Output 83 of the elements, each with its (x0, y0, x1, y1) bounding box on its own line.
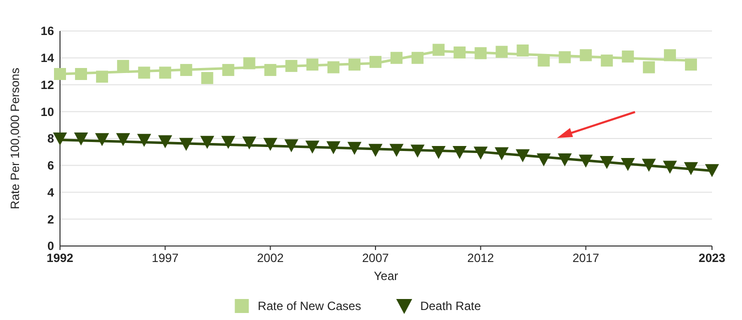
point (580, 49, 592, 62)
point (54, 68, 66, 80)
point (117, 60, 130, 72)
point (600, 156, 614, 170)
y-tick-label: 0 (47, 239, 54, 254)
point (243, 57, 256, 70)
point (390, 144, 404, 157)
legend-label: Rate of New Cases (258, 299, 362, 314)
x-tick-label: 1992 (46, 251, 74, 265)
point (474, 146, 488, 160)
point (75, 68, 88, 80)
point (620, 158, 635, 172)
x-tick-label: 2012 (467, 251, 494, 265)
point (348, 58, 360, 71)
point (180, 64, 192, 76)
point (222, 64, 234, 76)
x-tick-label: 2023 (698, 251, 726, 265)
point (705, 164, 719, 178)
point (662, 160, 677, 174)
point (305, 140, 320, 154)
point (600, 54, 613, 67)
point (642, 61, 655, 74)
point (200, 136, 214, 149)
point (201, 72, 214, 84)
point (137, 134, 152, 147)
x-tick-label: 2002 (256, 251, 284, 265)
y-tick-label: 12 (40, 78, 54, 92)
x-tick-label: 2007 (362, 251, 390, 265)
point (159, 66, 172, 79)
y-tick-label: 14 (40, 51, 54, 66)
point (369, 56, 382, 68)
point (664, 49, 676, 62)
legend-label: Death Rate (420, 299, 482, 314)
point (454, 46, 466, 58)
y-tick-label: 16 (40, 24, 54, 38)
y-tick-label: 6 (47, 158, 54, 173)
point (326, 141, 340, 154)
point (410, 144, 425, 158)
point (179, 138, 194, 151)
point (516, 44, 529, 56)
point (53, 132, 67, 146)
point (412, 52, 424, 64)
point (221, 136, 236, 149)
y-tick-label: 2 (47, 212, 54, 226)
point (96, 70, 108, 83)
x-axis-title: Year (374, 269, 398, 283)
point (622, 50, 634, 63)
point (242, 136, 256, 150)
point (516, 149, 530, 162)
point (390, 52, 403, 64)
point (496, 46, 508, 58)
point (684, 162, 698, 176)
point (347, 142, 362, 155)
point (558, 51, 571, 64)
point (432, 146, 446, 159)
point (494, 147, 509, 160)
point (285, 60, 298, 72)
point (536, 153, 551, 166)
y-tick-label: 10 (40, 104, 54, 119)
y-axis-title: Rate Per 100,000 Persons (8, 68, 22, 210)
point (158, 135, 172, 148)
x-tick-label: 1997 (152, 251, 179, 265)
y-tick-label: 4 (47, 185, 54, 200)
point (368, 144, 382, 157)
point (264, 64, 276, 76)
point (327, 61, 340, 74)
point (95, 133, 110, 146)
point (578, 154, 593, 168)
point (432, 44, 445, 56)
point (558, 153, 572, 166)
point (138, 66, 150, 79)
point (306, 58, 318, 71)
point (263, 138, 278, 151)
point (474, 47, 487, 60)
point (452, 146, 467, 159)
x-tick-label: 2017 (572, 251, 600, 265)
y-tick-label: 8 (47, 132, 54, 146)
point (74, 132, 88, 146)
point (642, 158, 656, 172)
point (684, 58, 697, 71)
point (284, 139, 298, 152)
point (538, 54, 550, 67)
point (116, 133, 130, 146)
